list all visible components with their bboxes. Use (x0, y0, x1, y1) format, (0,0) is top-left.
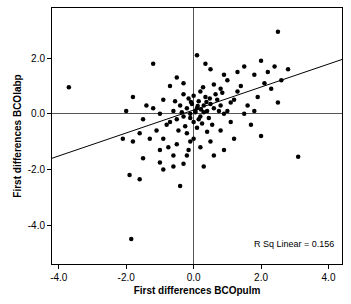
svg-text:2.0: 2.0 (254, 272, 268, 283)
svg-text:2.0: 2.0 (31, 53, 45, 64)
svg-text:-2.0: -2.0 (28, 164, 46, 175)
svg-text:0.0: 0.0 (31, 108, 45, 119)
svg-text:First differences BCOpulm: First differences BCOpulm (134, 285, 261, 296)
svg-text:4.0: 4.0 (322, 272, 336, 283)
svg-text:-4.0: -4.0 (50, 272, 68, 283)
svg-text:0.0: 0.0 (187, 272, 201, 283)
svg-text:-4.0: -4.0 (28, 220, 46, 231)
svg-text:First differences BCOlabp: First differences BCOlabp (12, 74, 23, 197)
svg-text:-2.0: -2.0 (118, 272, 136, 283)
svg-text:R Sq Linear = 0.156: R Sq Linear = 0.156 (254, 239, 334, 249)
